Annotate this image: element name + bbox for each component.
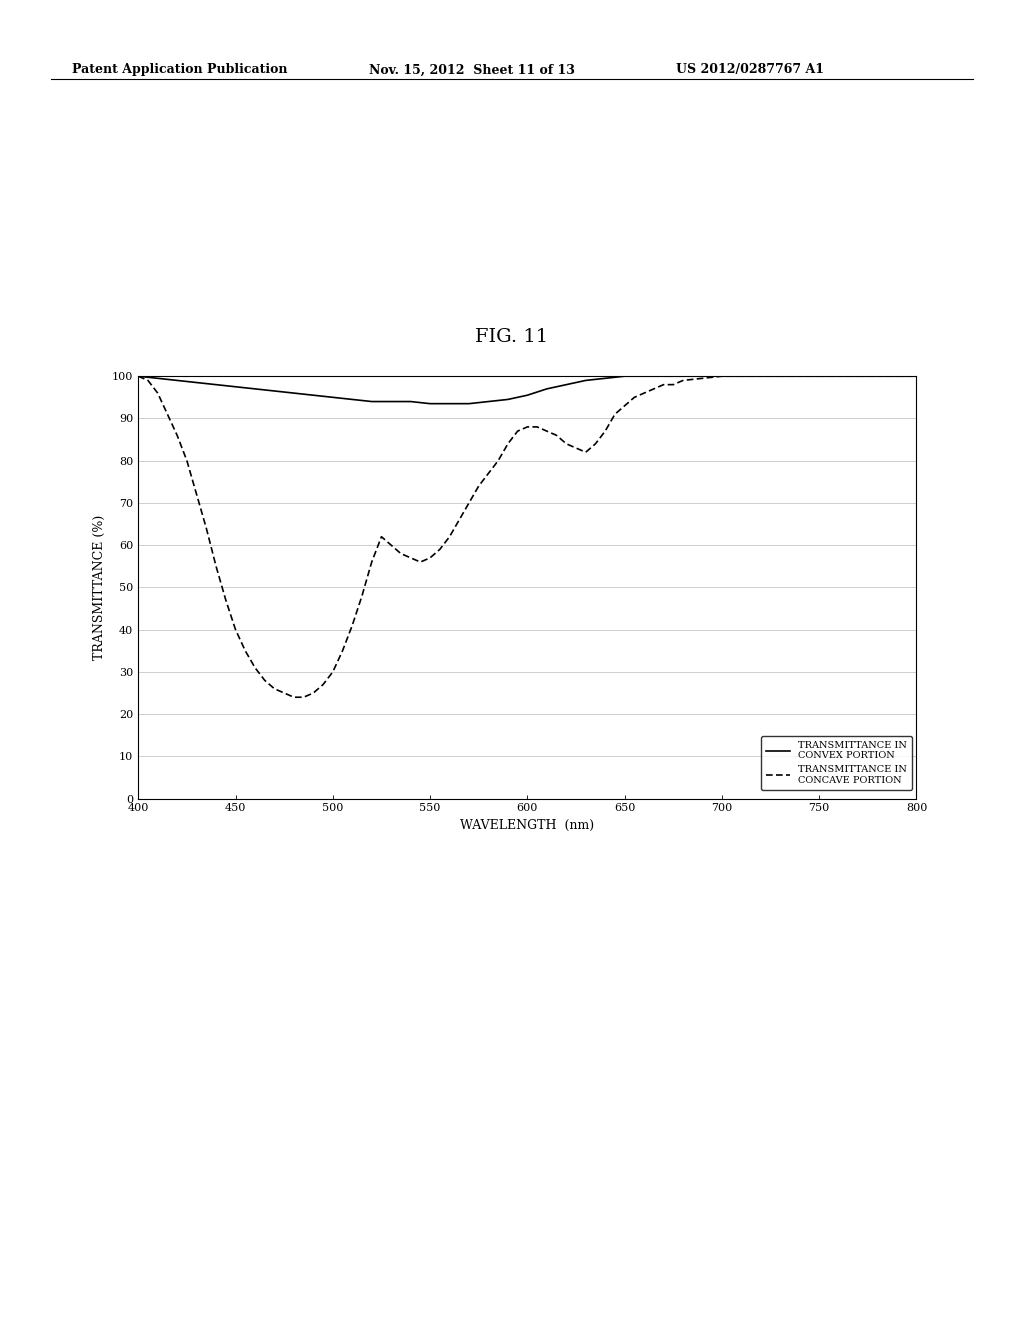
Text: Patent Application Publication: Patent Application Publication [72, 63, 287, 77]
X-axis label: WAVELENGTH  (nm): WAVELENGTH (nm) [461, 818, 594, 832]
Text: Nov. 15, 2012  Sheet 11 of 13: Nov. 15, 2012 Sheet 11 of 13 [369, 63, 574, 77]
Y-axis label: TRANSMITTANCE (%): TRANSMITTANCE (%) [93, 515, 106, 660]
Legend: TRANSMITTANCE IN
CONVEX PORTION, TRANSMITTANCE IN
CONCAVE PORTION: TRANSMITTANCE IN CONVEX PORTION, TRANSMI… [761, 737, 911, 789]
Text: US 2012/0287767 A1: US 2012/0287767 A1 [676, 63, 824, 77]
Text: FIG. 11: FIG. 11 [475, 327, 549, 346]
